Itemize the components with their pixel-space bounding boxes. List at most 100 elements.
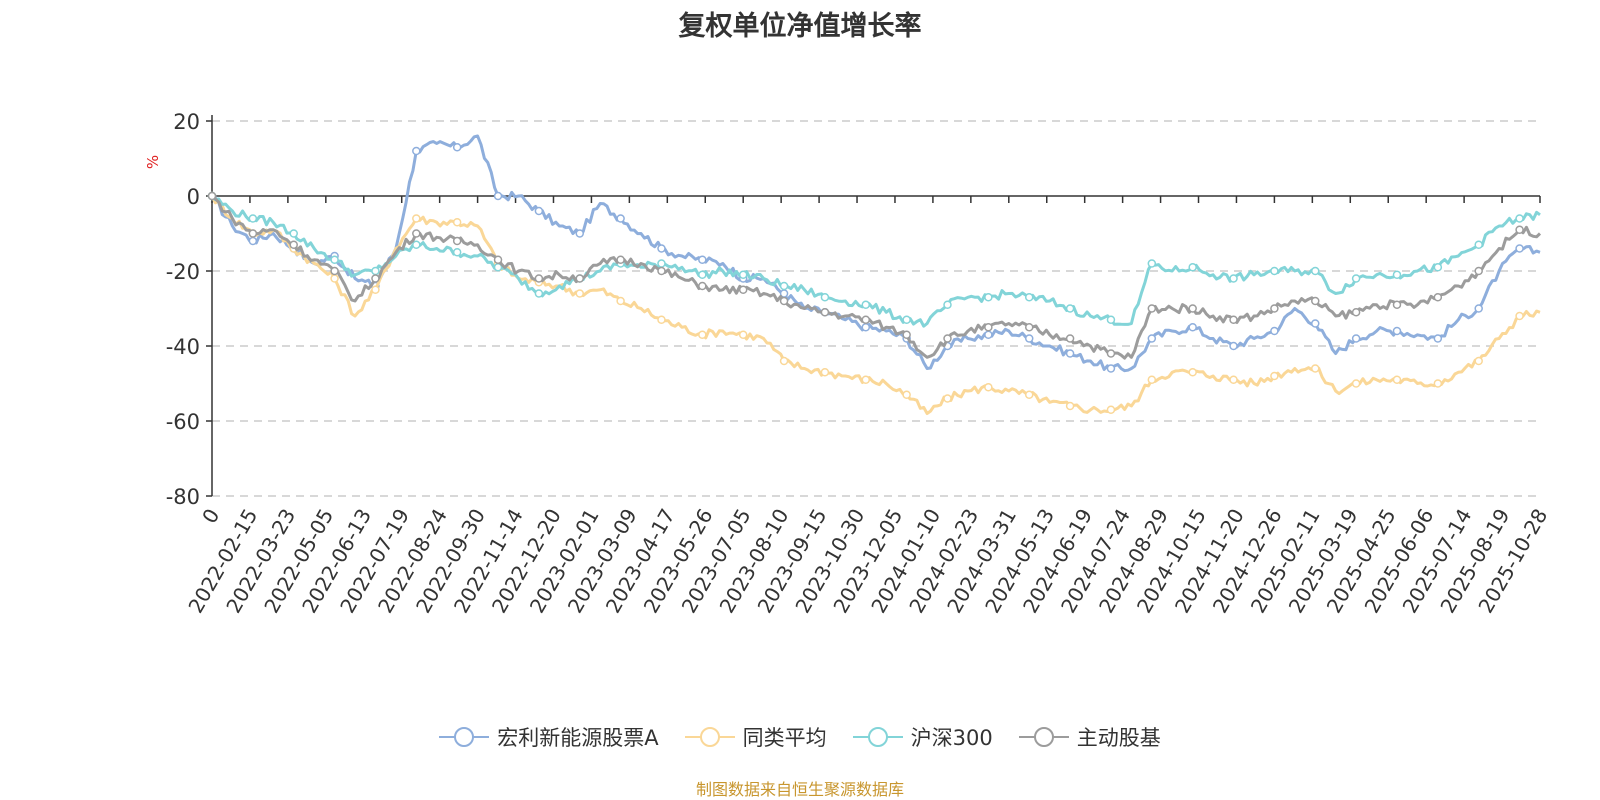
data-point bbox=[534, 206, 544, 216]
data-point bbox=[289, 229, 298, 238]
data-point bbox=[289, 240, 298, 249]
data-point bbox=[820, 293, 830, 302]
y-tick-label: -40 bbox=[166, 335, 200, 359]
data-point bbox=[1351, 274, 1361, 283]
data-point bbox=[1188, 263, 1197, 272]
data-point bbox=[1106, 315, 1116, 324]
data-point bbox=[657, 266, 666, 276]
data-point bbox=[943, 394, 952, 403]
data-point bbox=[738, 330, 748, 339]
data-point bbox=[1392, 326, 1402, 336]
data-point bbox=[738, 270, 748, 279]
data-point bbox=[493, 255, 503, 264]
data-point bbox=[984, 293, 993, 302]
data-point bbox=[1515, 311, 1524, 321]
legend: 宏利新能源股票A 同类平均 沪深300 主动股基 bbox=[0, 722, 1600, 752]
data-point bbox=[1024, 334, 1034, 343]
data-point bbox=[1433, 293, 1443, 302]
data-point bbox=[371, 266, 380, 276]
data-point bbox=[371, 285, 380, 294]
data-point bbox=[1065, 304, 1075, 313]
data-point bbox=[248, 236, 258, 246]
data-point bbox=[1270, 326, 1279, 336]
data-point bbox=[984, 383, 993, 392]
data-point bbox=[698, 330, 707, 339]
legend-label: 宏利新能源股票A bbox=[497, 726, 659, 750]
data-point bbox=[1351, 334, 1361, 343]
data-point bbox=[1474, 304, 1483, 313]
x-tick-label: 0 bbox=[197, 505, 224, 528]
legend-label: 主动股基 bbox=[1076, 726, 1161, 750]
data-point bbox=[1147, 375, 1157, 384]
series-line bbox=[211, 134, 1541, 373]
series-layer bbox=[207, 134, 1542, 415]
data-point bbox=[452, 218, 462, 227]
data-point bbox=[616, 255, 625, 264]
data-point bbox=[1311, 266, 1320, 276]
y-tick-label: -20 bbox=[166, 260, 200, 284]
data-point bbox=[1351, 308, 1361, 317]
data-point bbox=[330, 266, 339, 276]
data-point bbox=[657, 315, 666, 324]
data-point bbox=[371, 274, 380, 283]
legend-label: 沪深300 bbox=[910, 726, 993, 750]
data-point bbox=[1188, 304, 1197, 313]
data-point bbox=[657, 259, 666, 268]
data-point bbox=[738, 285, 748, 294]
data-point bbox=[1106, 349, 1116, 358]
legend-marker-icon bbox=[684, 727, 735, 747]
data-point bbox=[1433, 334, 1443, 343]
legend-marker-icon bbox=[1018, 727, 1069, 747]
data-point bbox=[1311, 364, 1320, 373]
data-point bbox=[534, 274, 544, 283]
series-line bbox=[211, 194, 1542, 360]
data-point bbox=[1433, 379, 1443, 388]
data-point bbox=[452, 236, 462, 246]
data-point bbox=[330, 274, 339, 283]
data-point bbox=[493, 191, 503, 201]
data-point bbox=[1188, 368, 1197, 377]
legend-item-4[interactable]: 主动股基 bbox=[1018, 722, 1161, 752]
data-point bbox=[698, 255, 707, 264]
y-tick-label: 20 bbox=[173, 110, 200, 134]
data-point bbox=[1515, 244, 1524, 253]
data-point bbox=[1024, 293, 1034, 302]
data-point bbox=[779, 356, 789, 366]
data-point bbox=[207, 191, 217, 201]
data-point bbox=[412, 229, 421, 238]
legend-marker-icon bbox=[439, 727, 490, 747]
data-point bbox=[575, 229, 585, 238]
legend-item-2[interactable]: 同类平均 bbox=[684, 722, 827, 752]
legend-item-3[interactable]: 沪深300 bbox=[852, 722, 993, 752]
data-point bbox=[1392, 375, 1402, 384]
data-point bbox=[1147, 334, 1157, 343]
data-point bbox=[1270, 304, 1279, 313]
data-point bbox=[1474, 240, 1483, 249]
data-point bbox=[1515, 225, 1524, 234]
series-line bbox=[210, 194, 1541, 328]
data-point bbox=[657, 244, 666, 253]
data-point bbox=[412, 214, 421, 223]
data-point bbox=[575, 289, 585, 298]
data-point bbox=[1229, 375, 1238, 384]
legend-item-1[interactable]: 宏利新能源股票A bbox=[439, 722, 659, 752]
y-axis-label: % bbox=[144, 155, 162, 169]
legend-marker-icon bbox=[852, 727, 903, 747]
data-point bbox=[1147, 259, 1157, 268]
data-source-note: 制图数据来自恒生聚源数据库 bbox=[695, 780, 904, 799]
data-point bbox=[1024, 390, 1034, 399]
data-point bbox=[1065, 334, 1075, 343]
data-point bbox=[779, 296, 789, 306]
chart-title: 复权单位净值增长率 bbox=[678, 11, 922, 42]
data-point bbox=[861, 300, 871, 309]
data-point bbox=[820, 368, 830, 377]
data-point bbox=[1515, 214, 1524, 223]
data-point bbox=[616, 296, 625, 306]
data-point bbox=[248, 229, 258, 238]
data-point bbox=[1106, 364, 1116, 373]
data-point bbox=[1311, 296, 1320, 306]
y-tick-label: -80 bbox=[166, 485, 200, 509]
data-point bbox=[1229, 274, 1238, 283]
data-point bbox=[575, 274, 585, 283]
